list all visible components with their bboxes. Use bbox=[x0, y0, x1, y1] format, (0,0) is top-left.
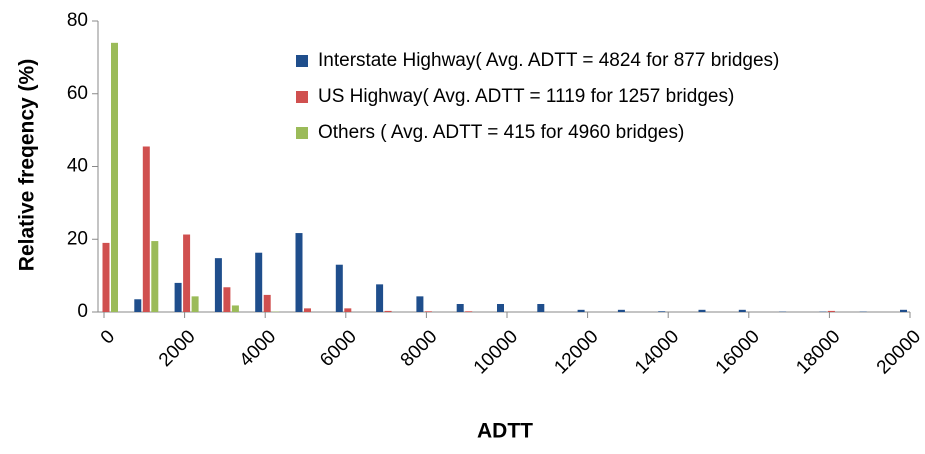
bar bbox=[699, 310, 706, 312]
x-tick-label: 18000 bbox=[792, 326, 844, 378]
bar bbox=[175, 283, 182, 312]
x-tick-label: 2000 bbox=[155, 326, 200, 371]
bar bbox=[111, 43, 118, 312]
y-axis-label: Relative freqency (%) bbox=[16, 59, 39, 271]
bar bbox=[151, 241, 158, 312]
legend-swatch bbox=[296, 91, 308, 103]
x-tick-label: 20000 bbox=[873, 326, 925, 378]
y-tick-label: 0 bbox=[77, 301, 88, 322]
bar bbox=[497, 304, 504, 312]
legend-swatch bbox=[296, 55, 308, 67]
bar bbox=[578, 310, 585, 312]
bar bbox=[296, 233, 303, 312]
bar bbox=[336, 265, 343, 312]
bar bbox=[385, 311, 392, 312]
bar bbox=[232, 305, 239, 312]
bar bbox=[255, 253, 262, 312]
x-tick-label: 0 bbox=[97, 326, 119, 348]
bar bbox=[376, 284, 383, 312]
bar bbox=[344, 308, 351, 312]
bar bbox=[304, 308, 311, 312]
legend-label: Interstate Highway( Avg. ADTT = 4824 for… bbox=[318, 50, 779, 71]
bar bbox=[465, 311, 472, 312]
x-axis-label: ADTT bbox=[477, 420, 533, 443]
legend-label: US Highway( Avg. ADTT = 1119 for 1257 br… bbox=[318, 86, 734, 107]
y-tick-label: 80 bbox=[67, 10, 88, 31]
x-tick-label: 4000 bbox=[236, 326, 281, 371]
bar bbox=[134, 299, 141, 312]
x-tick-label: 10000 bbox=[470, 326, 522, 378]
y-tick-label: 20 bbox=[67, 228, 88, 249]
x-tick-label: 14000 bbox=[631, 326, 683, 378]
x-tick-label: 12000 bbox=[550, 326, 602, 378]
x-tick-label: 8000 bbox=[397, 326, 442, 371]
bar bbox=[739, 310, 746, 312]
bar bbox=[264, 295, 271, 312]
bar bbox=[215, 258, 222, 312]
y-tick-label: 60 bbox=[67, 83, 88, 104]
bar bbox=[537, 304, 544, 312]
bar bbox=[900, 310, 907, 312]
bar bbox=[828, 311, 835, 312]
y-tick-label: 40 bbox=[67, 156, 88, 177]
bar bbox=[425, 311, 432, 312]
bar bbox=[192, 296, 199, 312]
legend-label: Others ( Avg. ADTT = 415 for 4960 bridge… bbox=[318, 122, 684, 143]
bar bbox=[183, 235, 190, 312]
bar bbox=[658, 311, 665, 312]
bar bbox=[143, 146, 150, 312]
bar bbox=[223, 287, 230, 312]
bar bbox=[457, 304, 464, 312]
legend-swatch bbox=[296, 127, 308, 139]
x-tick-label: 16000 bbox=[712, 326, 764, 378]
bar bbox=[416, 296, 423, 312]
bar bbox=[618, 310, 625, 312]
bar bbox=[103, 243, 110, 312]
x-tick-label: 6000 bbox=[316, 326, 361, 371]
